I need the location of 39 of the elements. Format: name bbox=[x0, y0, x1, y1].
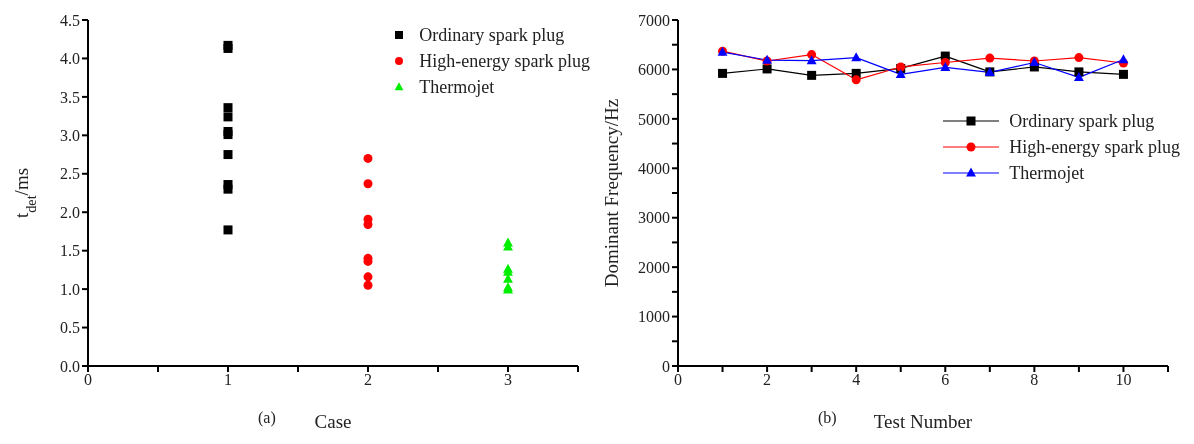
x-axis-title: Test Number bbox=[873, 411, 973, 432]
y-tick-label: 4000 bbox=[638, 159, 670, 177]
y-tick-label: 2000 bbox=[638, 258, 670, 276]
x-tick-label: 6 bbox=[941, 371, 950, 389]
x-tick-label: 0 bbox=[674, 371, 682, 389]
y-tick-label: 2.0 bbox=[60, 203, 80, 221]
legend-label: High-energy spark plug bbox=[1009, 136, 1180, 159]
x-tick-label: 4 bbox=[852, 371, 861, 389]
legend-label: Ordinary spark plug bbox=[419, 24, 565, 47]
y-tick-label: 2.5 bbox=[60, 165, 80, 183]
y-tick-label: 1.0 bbox=[60, 280, 80, 298]
y-tick-label: 7000 bbox=[638, 11, 670, 29]
y-tick-label: 0.5 bbox=[60, 319, 80, 337]
y-tick-label: 3.5 bbox=[60, 88, 80, 106]
x-tick-label: 1 bbox=[224, 371, 232, 389]
y-tick-label: 4.5 bbox=[60, 11, 80, 29]
legend-label: Thermojet bbox=[1009, 162, 1085, 185]
x-tick-label: 10 bbox=[1115, 371, 1132, 389]
y-tick-label: 1.5 bbox=[60, 242, 80, 260]
y-tick-label: 3000 bbox=[638, 209, 670, 227]
x-tick-label: 3 bbox=[504, 371, 512, 389]
x-tick-label: 2 bbox=[763, 371, 772, 389]
legend-label: Ordinary spark plug bbox=[1009, 110, 1155, 133]
y-tick-label: 0.0 bbox=[60, 357, 80, 375]
x-axis-title: Case bbox=[314, 411, 352, 432]
text: (b) bbox=[818, 409, 837, 427]
text: (a) bbox=[258, 409, 276, 427]
y-tick-label: 6000 bbox=[638, 61, 670, 79]
x-tick-label: 0 bbox=[84, 371, 92, 389]
legend-label: Thermojet bbox=[419, 76, 495, 99]
legend-label: High-energy spark plug bbox=[419, 50, 590, 73]
y-tick-label: 4.0 bbox=[60, 50, 80, 68]
y-axis-title: Dominant Frequency/Hz bbox=[601, 98, 622, 288]
y-tick-label: 5000 bbox=[638, 110, 670, 128]
y-tick-label: 3.0 bbox=[60, 127, 80, 145]
x-tick-label: 8 bbox=[1030, 371, 1039, 389]
y-tick-label: 0 bbox=[662, 357, 670, 375]
y-tick-label: 1000 bbox=[638, 308, 670, 326]
x-tick-label: 2 bbox=[364, 371, 372, 389]
